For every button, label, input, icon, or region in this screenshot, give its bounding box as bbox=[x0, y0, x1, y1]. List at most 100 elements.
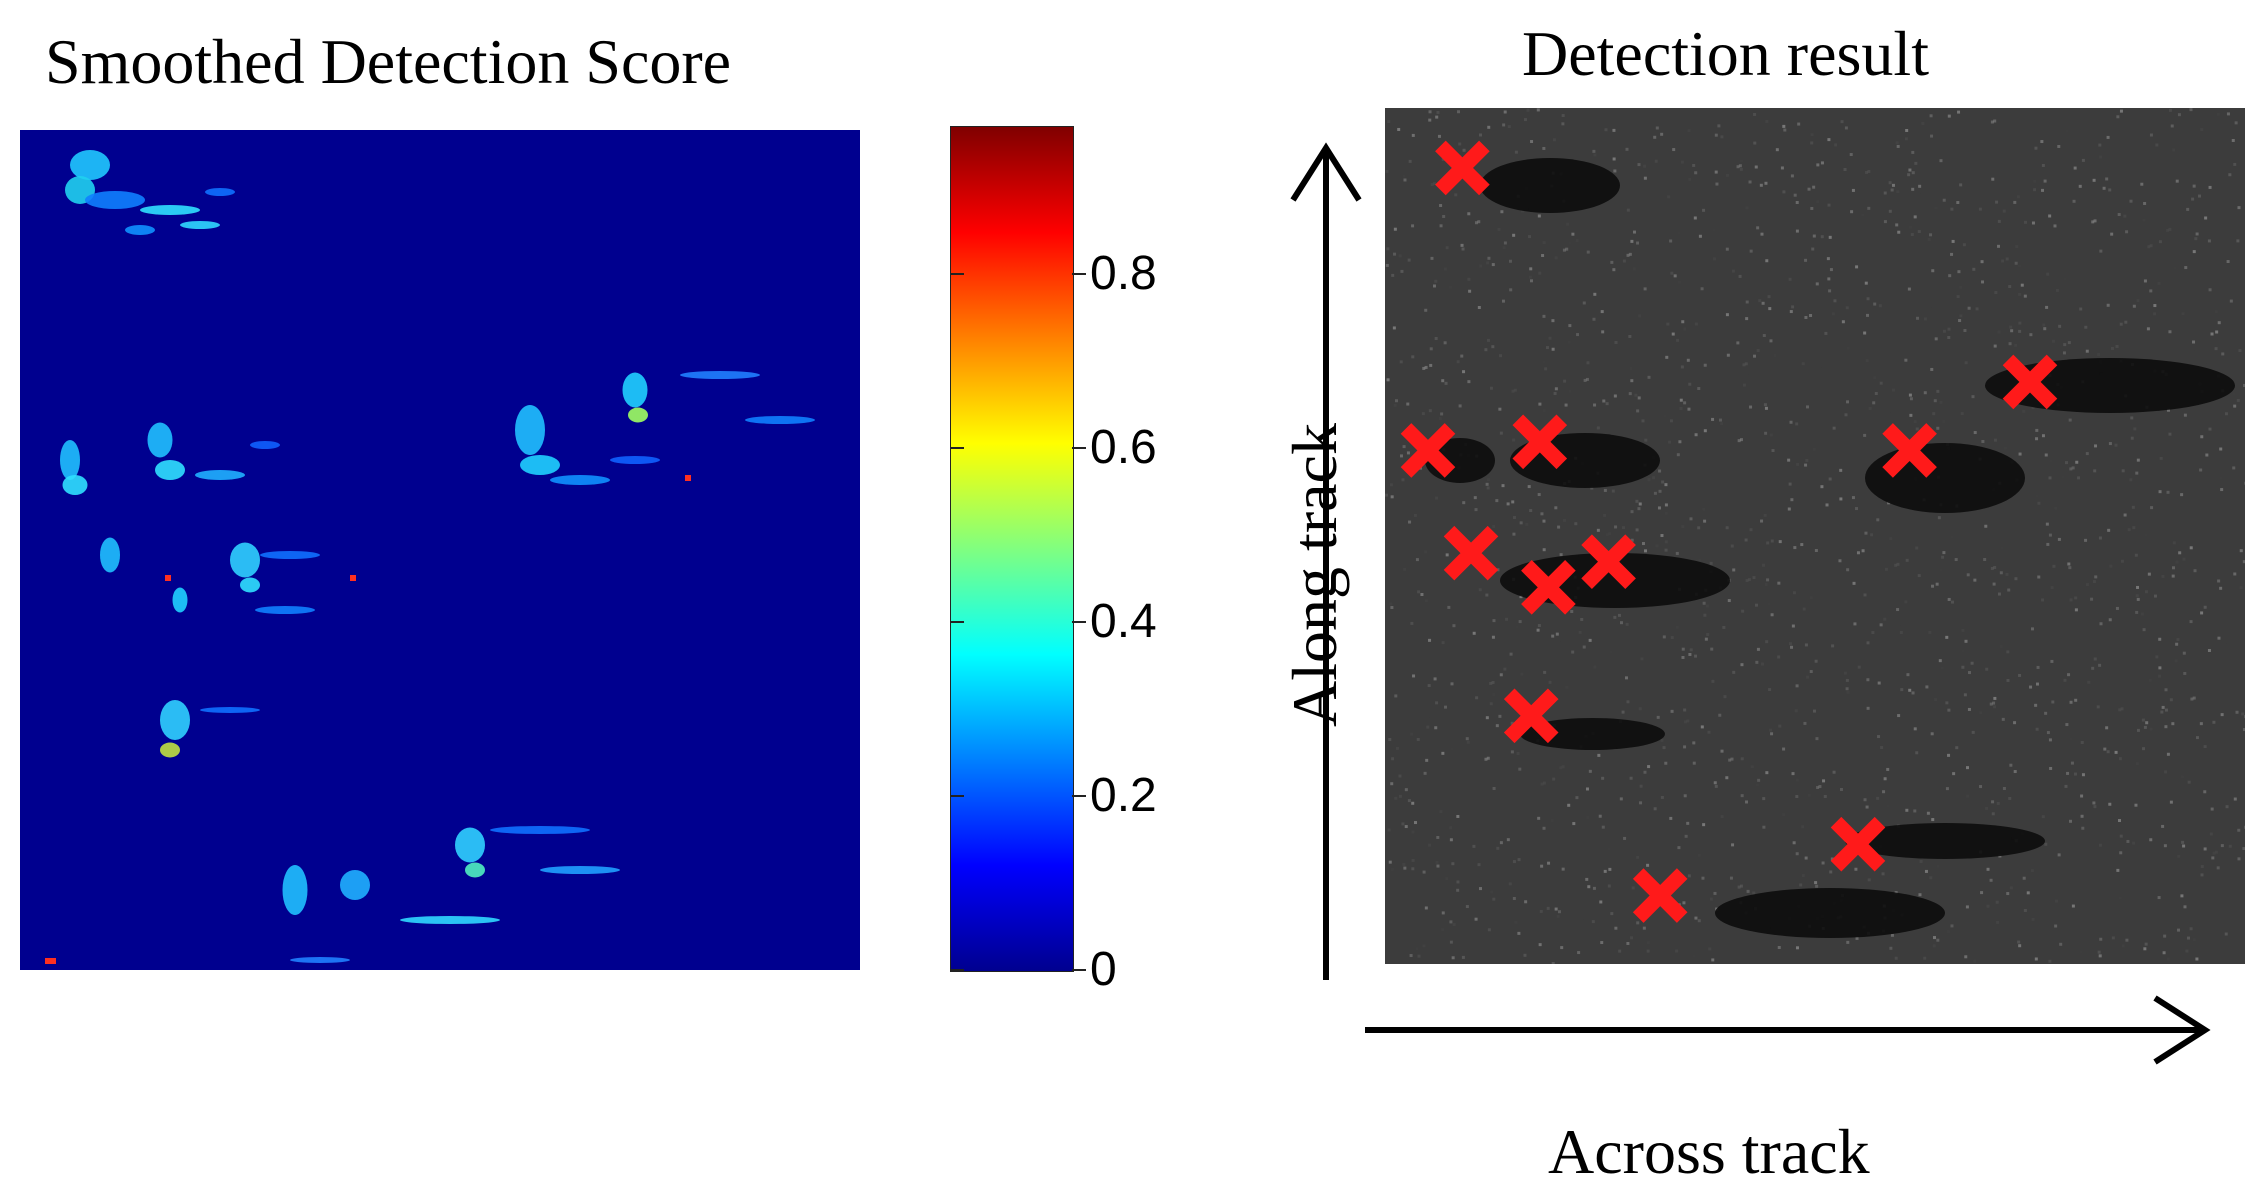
sonar-speckle bbox=[2116, 868, 2120, 872]
sonar-speckle bbox=[1424, 906, 1428, 910]
sonar-speckle bbox=[1950, 535, 1954, 539]
sonar-speckle bbox=[1679, 398, 1683, 402]
sonar-speckle bbox=[1388, 860, 1392, 864]
sonar-speckle bbox=[2050, 586, 2054, 590]
sonar-speckle bbox=[1703, 613, 1707, 617]
sonar-speckle bbox=[1890, 933, 1894, 937]
sonar-shadow bbox=[1715, 888, 1945, 938]
sonar-speckle bbox=[1720, 815, 1724, 819]
sonar-speckle bbox=[1689, 648, 1693, 652]
sonar-speckle bbox=[1812, 234, 1816, 238]
sonar-speckle bbox=[1964, 361, 1968, 365]
sonar-speckle bbox=[1542, 781, 1546, 785]
sonar-speckle bbox=[1556, 914, 1560, 918]
sonar-speckle bbox=[1838, 559, 1842, 563]
sonar-speckle bbox=[1671, 332, 1675, 336]
sonar-speckle bbox=[1686, 821, 1690, 825]
sonar-speckle bbox=[1568, 324, 1572, 328]
heatmap-score-blob bbox=[455, 827, 485, 863]
sonar-speckle bbox=[1666, 322, 1670, 326]
sonar-speckle bbox=[1740, 159, 1744, 163]
sonar-speckle bbox=[2171, 566, 2175, 570]
sonar-speckle bbox=[1664, 761, 1668, 765]
sonar-speckle bbox=[1398, 774, 1402, 778]
sonar-speckle bbox=[1755, 660, 1759, 664]
sonar-speckle bbox=[1660, 738, 1664, 742]
sonar-speckle bbox=[1760, 232, 1764, 236]
sonar-speckle bbox=[1732, 568, 1736, 572]
sonar-speckle bbox=[2006, 650, 2010, 654]
sonar-speckle bbox=[1855, 936, 1859, 940]
sonar-speckle bbox=[1933, 399, 1937, 403]
sonar-speckle bbox=[1636, 409, 1640, 413]
sonar-image bbox=[1385, 108, 2245, 964]
sonar-speckle bbox=[1713, 891, 1717, 895]
sonar-speckle bbox=[1497, 227, 1501, 231]
sonar-speckle bbox=[2009, 763, 2013, 767]
sonar-speckle bbox=[1694, 171, 1698, 175]
sonar-speckle bbox=[1911, 187, 1915, 191]
sonar-speckle bbox=[1601, 776, 1605, 780]
sonar-speckle bbox=[1603, 869, 1607, 873]
sonar-speckle bbox=[2099, 622, 2103, 626]
sonar-speckle bbox=[1934, 337, 1938, 341]
sonar-speckle bbox=[1390, 782, 1394, 786]
sonar-speckle bbox=[1829, 870, 1833, 874]
sonar-speckle bbox=[1720, 749, 1724, 753]
sonar-speckle bbox=[2147, 572, 2151, 576]
sonar-speckle bbox=[1897, 714, 1901, 718]
sonar-speckle bbox=[1936, 938, 1940, 942]
sonar-speckle bbox=[2096, 705, 2100, 709]
sonar-speckle bbox=[2009, 886, 2013, 890]
sonar-speckle bbox=[1638, 502, 1642, 506]
sonar-speckle bbox=[1883, 617, 1887, 621]
sonar-speckle bbox=[2186, 207, 2190, 211]
sonar-speckle bbox=[1706, 632, 1710, 636]
sonar-speckle bbox=[1693, 216, 1697, 220]
sonar-speckle bbox=[1958, 319, 1962, 323]
sonar-speckle bbox=[1492, 897, 1496, 901]
sonar-speckle bbox=[2135, 594, 2139, 598]
sonar-speckle bbox=[2217, 321, 2221, 325]
sonar-speckle bbox=[1629, 776, 1633, 780]
sonar-speckle bbox=[1661, 480, 1665, 484]
sonar-speckle bbox=[1402, 445, 1406, 449]
sonar-speckle bbox=[2031, 405, 2035, 409]
sonar-speckle bbox=[1845, 678, 1849, 682]
sonar-speckle bbox=[1980, 891, 1984, 895]
sonar-speckle bbox=[1432, 182, 1436, 186]
sonar-speckle bbox=[1561, 114, 1565, 118]
sonar-speckle bbox=[1632, 230, 1636, 234]
sonar-speckle bbox=[2108, 442, 2112, 446]
sonar-speckle bbox=[1511, 500, 1515, 504]
heatmap-score-blob bbox=[240, 577, 260, 593]
sonar-speckle bbox=[1479, 887, 1483, 891]
sonar-speckle bbox=[1815, 884, 1819, 888]
sonar-speckle bbox=[2074, 596, 2078, 600]
sonar-speckle bbox=[2144, 942, 2148, 946]
sonar-speckle bbox=[1474, 508, 1478, 512]
sonar-speckle bbox=[1608, 532, 1612, 536]
sonar-speckle bbox=[1489, 681, 1493, 685]
colorbar-tick bbox=[1072, 794, 1086, 797]
sonar-speckle bbox=[1870, 533, 1874, 537]
sonar-speckle bbox=[2164, 708, 2168, 712]
sonar-speckle bbox=[1787, 458, 1791, 462]
sonar-speckle bbox=[2114, 750, 2118, 754]
sonar-speckle bbox=[2180, 894, 2184, 898]
sonar-speckle bbox=[1614, 525, 1618, 529]
sonar-speckle bbox=[1512, 516, 1516, 520]
sonar-speckle bbox=[1915, 751, 1919, 755]
colorbar-tick bbox=[1072, 272, 1086, 275]
sonar-speckle bbox=[2034, 146, 2038, 150]
sonar-speckle bbox=[1456, 360, 1460, 364]
heatmap-score-blob bbox=[628, 407, 648, 423]
heatmap-score-blob bbox=[62, 475, 88, 495]
sonar-speckle bbox=[1386, 378, 1390, 382]
sonar-speckle bbox=[1855, 265, 1859, 269]
sonar-speckle bbox=[2051, 339, 2055, 343]
sonar-speckle bbox=[2116, 115, 2120, 119]
sonar-speckle bbox=[1928, 630, 1932, 634]
sonar-speckle bbox=[1660, 795, 1664, 799]
sonar-speckle bbox=[1966, 573, 1970, 577]
